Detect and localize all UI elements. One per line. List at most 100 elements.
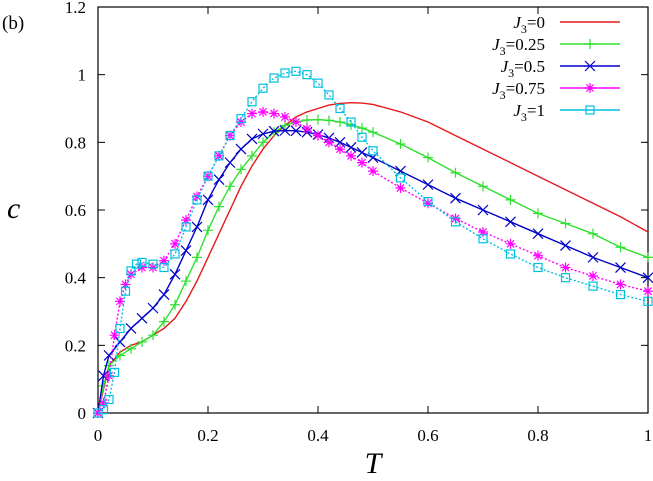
data-point [258,106,268,117]
data-point [313,78,323,88]
data-point [109,330,120,341]
data-point [170,249,180,259]
data-point [181,215,191,226]
legend-marker [585,105,595,115]
data-point [181,276,191,287]
data-point [290,125,302,137]
data-point [104,394,114,405]
data-point [643,286,653,297]
data-point [180,245,192,257]
data-point [302,70,312,80]
data-point [137,336,147,347]
data-point [247,108,257,119]
data-point [126,343,136,354]
data-point [148,259,158,269]
legend-label: J3=1 [513,101,545,124]
data-point [159,316,169,327]
data-point [202,194,214,206]
data-point [395,183,406,194]
y-tick-label: 0.2 [65,336,86,355]
data-point [224,157,236,169]
data-point [533,262,543,273]
data-point [280,68,290,78]
x-tick-label: 0.8 [527,426,548,445]
data-point [423,196,433,207]
data-point [258,137,268,148]
series-0 [97,101,649,414]
series-1 [93,114,653,418]
data-point [279,125,291,136]
data-point [450,192,461,204]
data-point [169,268,181,280]
data-point [335,103,345,114]
data-point [104,370,114,381]
data-point [588,281,598,291]
data-point [214,150,224,161]
data-point [125,322,137,334]
legend-marker [584,60,596,72]
data-point [170,238,180,249]
data-point [346,150,356,161]
data-point [423,152,433,163]
data-point [643,252,653,263]
data-point [131,259,142,269]
data-point [324,115,334,126]
data-point [158,289,170,301]
data-point [615,279,626,290]
data-point [560,240,571,251]
data-point [98,397,109,408]
data-point [98,370,109,382]
data-point [450,217,461,227]
x-tick-label: 1 [644,426,653,445]
data-point [642,272,653,284]
data-point [159,255,169,266]
data-point [291,117,301,128]
data-point [126,266,136,276]
data-point [478,226,488,237]
data-point [247,97,257,107]
data-point [115,350,125,361]
data-point [560,273,571,283]
data-point [335,144,345,155]
data-point [114,336,126,348]
data-point [533,250,543,261]
data-point [615,289,626,300]
data-point [422,179,434,191]
data-point [120,279,131,290]
data-point [368,146,378,156]
data-point [103,350,115,361]
data-point [588,270,598,281]
data-point [214,201,224,212]
data-point [192,191,202,202]
data-point [120,286,131,296]
data-point [257,128,269,140]
data-point [560,262,571,273]
data-point [191,221,203,233]
data-point [269,108,279,119]
data-point [477,204,489,216]
plot-frame [97,6,649,414]
data-point [356,147,368,158]
x-tick-label: 0 [94,426,103,445]
data-point [505,216,516,228]
data-point [236,117,246,128]
data-point [181,222,191,232]
data-point [368,166,378,177]
data-point [532,228,544,240]
y-tick-label: 1.2 [65,0,86,17]
y-tick-label: 0.6 [65,201,86,220]
data-point [136,312,148,324]
series-2 [92,125,653,419]
data-point [302,115,312,126]
data-point [258,83,268,93]
data-point [302,123,312,134]
y-tick-label: 1 [78,66,87,85]
data-point [560,218,571,229]
x-tick-label: 0.2 [197,426,218,445]
data-point [137,262,147,273]
data-point [588,228,598,239]
data-point [357,132,367,142]
data-point [345,141,357,153]
legend-label: J3=0 [513,13,545,36]
series-4 [93,66,653,418]
